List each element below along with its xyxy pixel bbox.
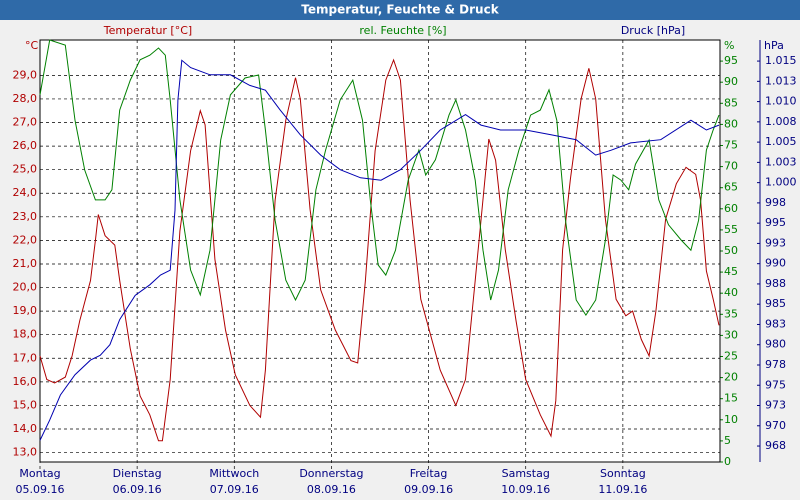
x-tick-date: 11.09.16 [598, 483, 647, 496]
y-unit: °C [25, 39, 39, 52]
y3-tick-label: 970 [765, 419, 786, 432]
x-tick-date: 05.09.16 [16, 483, 65, 496]
y-tick-label: 28,0 [13, 92, 38, 105]
y-tick-label: 21,0 [13, 257, 38, 270]
y2-tick-label: 5 [724, 434, 731, 447]
plot-area [40, 40, 720, 462]
y2-tick-label: 25 [724, 350, 738, 363]
series-line [39, 58, 720, 442]
y-tick-label: 27,0 [13, 116, 38, 129]
y2-tick-label: 35 [724, 307, 738, 320]
y2-tick-label: 65 [724, 181, 738, 194]
axis-title: rel. Feuchte [%] [359, 24, 446, 37]
y2-tick-label: 0 [724, 455, 731, 468]
x-tick-date: 08.09.16 [307, 483, 356, 496]
y3-tick-label: 995 [765, 216, 786, 229]
y-tick-label: 23,0 [13, 210, 38, 223]
title-bar [0, 0, 800, 20]
y3-tick-label: 968 [765, 439, 786, 452]
y3-tick-label: 1.010 [765, 95, 797, 108]
x-tick-label: Samstag [502, 467, 550, 480]
y2-tick-label: 80 [724, 117, 738, 130]
y-tick-label: 22,0 [13, 233, 38, 246]
y-tick-label: 15,0 [13, 398, 38, 411]
y3-tick-label: 1.008 [765, 115, 797, 128]
y3-tick-label: 993 [765, 236, 786, 249]
y-tick-label: 18,0 [13, 328, 38, 341]
y-tick-label: 25,0 [13, 163, 38, 176]
y3-tick-label: 978 [765, 358, 786, 371]
y2-tick-label: 20 [724, 371, 738, 384]
y3-tick-label: 975 [765, 378, 786, 391]
x-tick-label: Freitag [410, 467, 448, 480]
x-tick-date: 09.09.16 [404, 483, 453, 496]
y-tick-label: 24,0 [13, 186, 38, 199]
y-tick-label: 29,0 [13, 68, 38, 81]
x-tick-label: Donnerstag [299, 467, 363, 480]
x-tick-date: 06.09.16 [113, 483, 162, 496]
y3-tick-label: 980 [765, 338, 786, 351]
y2-tick-label: 10 [724, 413, 738, 426]
y2-tick-label: 90 [724, 75, 738, 88]
y2-tick-label: 70 [724, 160, 738, 173]
y2-tick-label: 30 [724, 328, 738, 341]
y-tick-label: 19,0 [13, 304, 38, 317]
axis-title: Druck [hPa] [621, 24, 685, 37]
x-tick-date: 10.09.16 [501, 483, 550, 496]
y3-tick-label: 988 [765, 277, 786, 290]
y2-tick-label: 15 [724, 392, 738, 405]
y2-tick-label: 85 [724, 96, 738, 109]
y-tick-label: 17,0 [13, 351, 38, 364]
y2-tick-label: 75 [724, 139, 738, 152]
y3-tick-label: 973 [765, 399, 786, 412]
chart-title: Temperatur, Feuchte & Druck [301, 3, 499, 17]
y3-tick-label: 1.015 [765, 54, 797, 67]
y3-tick-label: 983 [765, 317, 786, 330]
y-tick-label: 14,0 [13, 422, 38, 435]
series-line [39, 59, 720, 441]
y3-tick-label: 1.013 [765, 74, 797, 87]
y3-tick-label: 1.000 [765, 176, 797, 189]
axis-title: Temperatur [°C] [103, 24, 192, 37]
y2-tick-label: 40 [724, 286, 738, 299]
x-tick-label: Dienstag [113, 467, 162, 480]
plot-frame [39, 39, 721, 463]
y2-unit: % [724, 39, 734, 52]
y3-tick-label: 1.005 [765, 135, 797, 148]
y-tick-label: 13,0 [13, 446, 38, 459]
series-line [39, 39, 720, 317]
y3-tick-label: 985 [765, 297, 786, 310]
x-tick-label: Sonntag [600, 467, 646, 480]
y3-unit: hPa [764, 39, 784, 52]
y2-tick-label: 50 [724, 244, 738, 257]
y3-tick-label: 1.003 [765, 155, 797, 168]
y-tick-label: 16,0 [13, 375, 38, 388]
y2-tick-label: 55 [724, 223, 738, 236]
y3-tick-label: 990 [765, 257, 786, 270]
x-tick-label: Mittwoch [209, 467, 259, 480]
y2-tick-label: 45 [724, 265, 738, 278]
x-tick-date: 07.09.16 [210, 483, 259, 496]
x-tick-label: Montag [19, 467, 60, 480]
y3-tick-label: 998 [765, 196, 786, 209]
y2-tick-label: 95 [724, 54, 738, 67]
y2-tick-label: 60 [724, 202, 738, 215]
y-tick-label: 26,0 [13, 139, 38, 152]
y-tick-label: 20,0 [13, 281, 38, 294]
